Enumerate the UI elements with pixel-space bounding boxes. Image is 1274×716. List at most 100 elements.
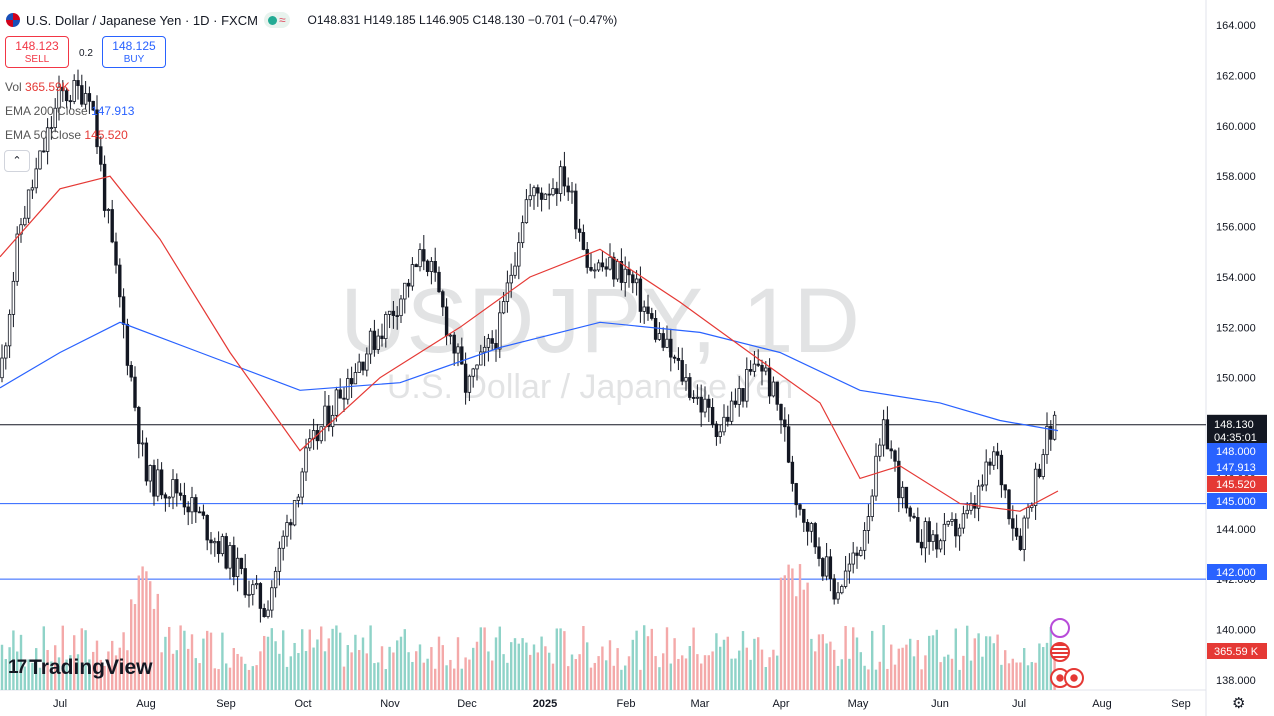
axis-value-tag	[1207, 476, 1267, 492]
volume-bar	[38, 667, 42, 690]
candle-down	[935, 534, 939, 550]
candle-down	[463, 363, 468, 393]
volume-bar	[506, 662, 509, 690]
candle-up	[684, 377, 688, 382]
volume-bar	[468, 659, 471, 690]
candle-up	[517, 242, 521, 267]
candle-up	[874, 455, 878, 497]
x-tick-label: 2025	[533, 698, 557, 710]
volume-legend[interactable]: Vol 365.59K	[5, 80, 70, 94]
candle-up	[448, 334, 453, 337]
volume-legend-value: 365.59K	[25, 80, 70, 94]
volume-bar	[806, 582, 809, 690]
volume-bar	[855, 637, 859, 690]
volume-bar	[160, 652, 163, 690]
volume-bar	[175, 650, 178, 690]
candle-down	[710, 406, 715, 425]
volume-bar	[164, 636, 167, 690]
volume-bar	[73, 635, 76, 690]
lightning-icon[interactable]	[1050, 618, 1070, 638]
volume-bar	[92, 651, 95, 690]
volume-bar	[335, 625, 338, 690]
candle-up	[1033, 468, 1038, 506]
candle-up	[83, 93, 88, 105]
candle-up	[34, 168, 38, 189]
volume-bar	[555, 628, 558, 690]
volume-bar	[19, 634, 23, 690]
ema50-legend[interactable]: EMA 50 Close 145.520	[5, 128, 128, 142]
collapse-legend-button[interactable]: ⌃	[4, 150, 30, 172]
candle-up	[281, 535, 285, 549]
x-tick-label: Mar	[691, 698, 710, 710]
tradingview-logo[interactable]: 17 TradingView	[8, 656, 152, 680]
ohlc-readout: O148.831 H149.185 L146.905 C148.130 −0.7…	[308, 13, 618, 27]
volume-bar	[373, 663, 376, 690]
volume-bar	[31, 662, 34, 690]
volume-bar	[392, 652, 395, 690]
volume-bar	[787, 564, 790, 690]
candle-up	[251, 584, 255, 595]
volume-bar	[1015, 662, 1018, 690]
volume-bar	[240, 656, 243, 690]
candle-up	[532, 187, 536, 197]
us-events-icon[interactable]	[1050, 642, 1070, 662]
candle-up	[148, 465, 152, 482]
candle-down	[444, 306, 449, 337]
volume-bar	[255, 665, 258, 690]
volume-bar	[12, 630, 15, 690]
candle-down	[76, 80, 80, 86]
candle-up	[38, 150, 42, 170]
volume-bar	[730, 658, 733, 690]
volume-bar	[696, 654, 699, 690]
candle-up	[334, 389, 339, 416]
volume-tag	[1207, 643, 1267, 659]
candle-down	[144, 442, 149, 482]
close-value: 148.130	[481, 13, 525, 27]
candle-down	[194, 497, 198, 513]
symbol-title[interactable]: U.S. Dollar / Japanese Yen · 1D · FXCM	[26, 12, 258, 28]
volume-bar	[525, 642, 528, 690]
volume-bar	[935, 629, 938, 690]
sell-button[interactable]: 148.123 SELL	[5, 36, 69, 68]
volume-bar	[798, 564, 802, 690]
earnings-icon[interactable]	[1064, 668, 1084, 688]
candle-down	[798, 504, 802, 510]
volume-bar	[776, 655, 779, 690]
volume-bar	[658, 667, 661, 690]
candle-up	[843, 570, 848, 587]
volume-bar	[187, 648, 190, 690]
candle-up	[847, 563, 852, 572]
volume-bar	[16, 651, 19, 690]
ema200-legend[interactable]: EMA 200 Close 147.913	[5, 104, 134, 118]
volume-bar	[567, 666, 570, 690]
market-status-pill[interactable]: ≈	[263, 12, 290, 28]
buy-button[interactable]: 148.125 BUY	[102, 36, 166, 68]
volume-legend-label: Vol	[5, 80, 22, 94]
candle-down	[908, 507, 912, 517]
volume-bar	[194, 658, 197, 690]
candle-down	[129, 364, 133, 378]
spread-value: 0.2	[79, 48, 93, 59]
candle-down	[779, 403, 783, 421]
candle-up	[509, 274, 513, 284]
volume-bar	[88, 659, 91, 690]
candle-up	[171, 479, 175, 498]
volume-bar	[943, 656, 946, 690]
candle-down	[61, 86, 65, 92]
volume-bar	[137, 575, 140, 690]
candle-up	[950, 518, 954, 522]
candle-down	[327, 405, 331, 428]
candle-down	[676, 357, 681, 361]
candle-up	[399, 298, 403, 317]
volume-bar	[103, 665, 106, 690]
candle-up	[665, 338, 669, 348]
y-tick-label: 158.000	[1216, 171, 1256, 183]
candle-up	[965, 509, 969, 515]
candle-up	[642, 306, 646, 312]
candle-down	[566, 185, 570, 193]
candle-down	[68, 100, 73, 103]
volume-bar	[464, 657, 467, 690]
settings-gear-icon[interactable]: ⚙	[1232, 695, 1246, 712]
volume-bar	[225, 663, 228, 690]
